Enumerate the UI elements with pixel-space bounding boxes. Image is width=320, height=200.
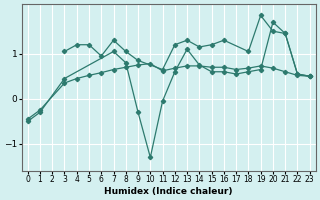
X-axis label: Humidex (Indice chaleur): Humidex (Indice chaleur) bbox=[104, 187, 233, 196]
